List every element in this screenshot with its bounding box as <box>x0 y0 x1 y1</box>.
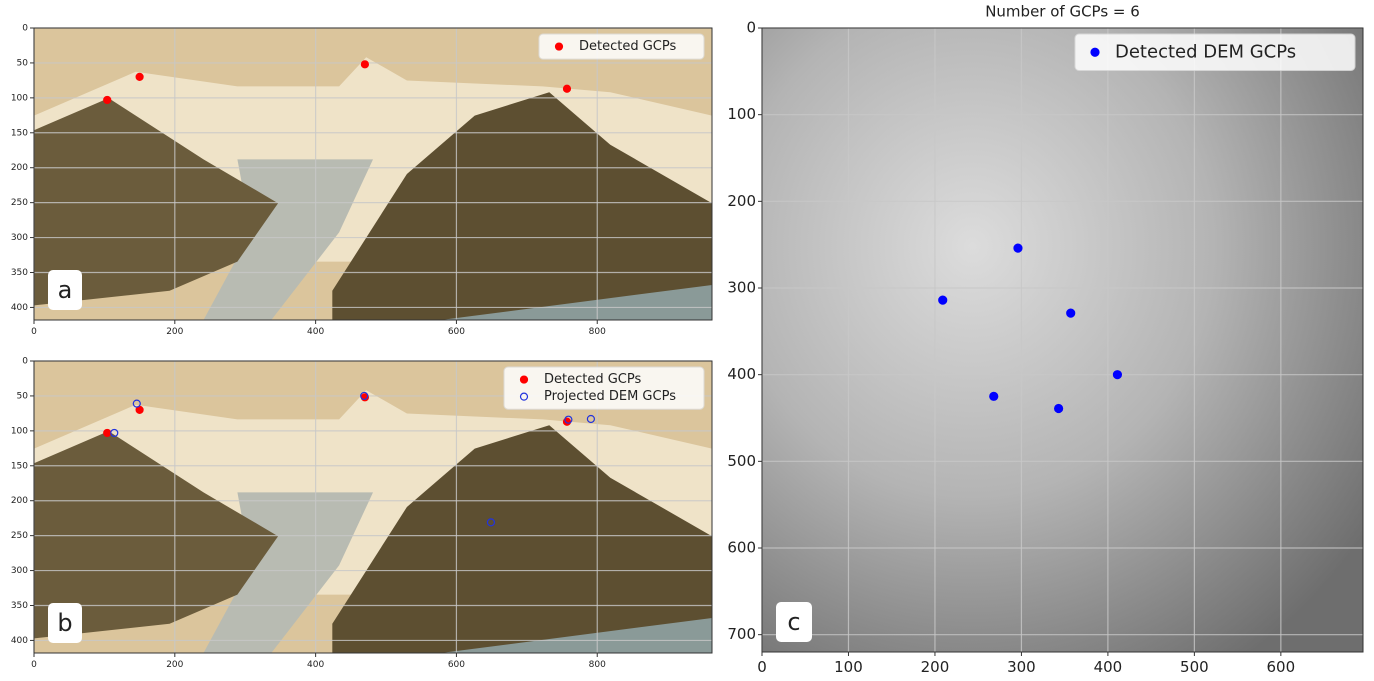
y-tick-label: 250 <box>11 198 28 208</box>
panel-label: b <box>57 609 72 637</box>
x-tick-label: 0 <box>31 327 37 337</box>
y-tick-label: 200 <box>727 192 756 210</box>
point <box>1113 371 1121 379</box>
y-tick-label: 200 <box>11 163 28 173</box>
x-tick-label: 200 <box>166 327 183 337</box>
point <box>104 429 111 436</box>
point <box>990 392 998 400</box>
y-tick-label: 200 <box>11 496 28 506</box>
y-tick-label: 400 <box>11 636 28 646</box>
legend-label: Detected GCPs <box>544 372 641 387</box>
x-tick-label: 600 <box>1267 658 1296 676</box>
y-tick-label: 150 <box>11 128 28 138</box>
x-tick-label: 100 <box>834 658 863 676</box>
x-tick-label: 500 <box>1180 658 1209 676</box>
y-tick-label: 100 <box>11 426 28 436</box>
point <box>136 73 143 80</box>
legend-label: Detected DEM GCPs <box>1115 41 1296 62</box>
y-tick-label: 300 <box>727 279 756 297</box>
point <box>521 376 528 383</box>
y-tick-label: 400 <box>11 303 28 313</box>
y-tick-label: 150 <box>11 461 28 471</box>
point <box>563 85 570 92</box>
y-tick-label: 700 <box>727 625 756 643</box>
y-tick-label: 50 <box>17 391 29 401</box>
x-tick-label: 400 <box>307 660 324 670</box>
y-tick-label: 100 <box>727 105 756 123</box>
y-tick-label: 600 <box>727 539 756 557</box>
panel-label: a <box>58 276 73 304</box>
x-tick-label: 600 <box>448 327 465 337</box>
x-tick-label: 600 <box>448 660 465 670</box>
y-tick-label: 0 <box>22 24 28 34</box>
x-tick-label: 0 <box>757 658 767 676</box>
y-tick-label: 50 <box>17 58 29 68</box>
x-tick-label: 0 <box>31 660 37 670</box>
point <box>1055 404 1063 412</box>
figure: 0 200 400 600 800 0 50 100 150 200 250 300 350 400 Det… <box>0 0 1374 677</box>
panel-label: c <box>787 608 800 636</box>
y-tick-label: 400 <box>727 365 756 383</box>
y-tick-label: 0 <box>746 19 756 37</box>
point <box>1091 48 1099 56</box>
point <box>1067 309 1075 317</box>
y-tick-label: 300 <box>11 233 28 243</box>
y-tick-label: 500 <box>727 452 756 470</box>
x-tick-label: 800 <box>589 327 606 337</box>
point <box>361 61 368 68</box>
point <box>1014 244 1022 252</box>
point <box>556 43 563 50</box>
y-tick-label: 350 <box>11 268 28 278</box>
x-tick-label: 800 <box>589 660 606 670</box>
y-tick-label: 300 <box>11 566 28 576</box>
x-tick-label: 200 <box>921 658 950 676</box>
y-tick-label: 250 <box>11 531 28 541</box>
x-tick-label: 400 <box>307 327 324 337</box>
legend-label: Projected DEM GCPs <box>544 389 676 404</box>
y-tick-label: 0 <box>22 357 28 367</box>
y-tick-label: 350 <box>11 601 28 611</box>
x-tick-label: 400 <box>1094 658 1123 676</box>
y-tick-label: 100 <box>11 93 28 103</box>
dem-image <box>762 28 1363 652</box>
x-tick-label: 200 <box>166 660 183 670</box>
point <box>939 296 947 304</box>
legend-label: Detected GCPs <box>579 39 676 54</box>
x-tick-label: 300 <box>1007 658 1036 676</box>
point <box>104 96 111 103</box>
chart-title: Number of GCPs = 6 <box>985 3 1140 21</box>
